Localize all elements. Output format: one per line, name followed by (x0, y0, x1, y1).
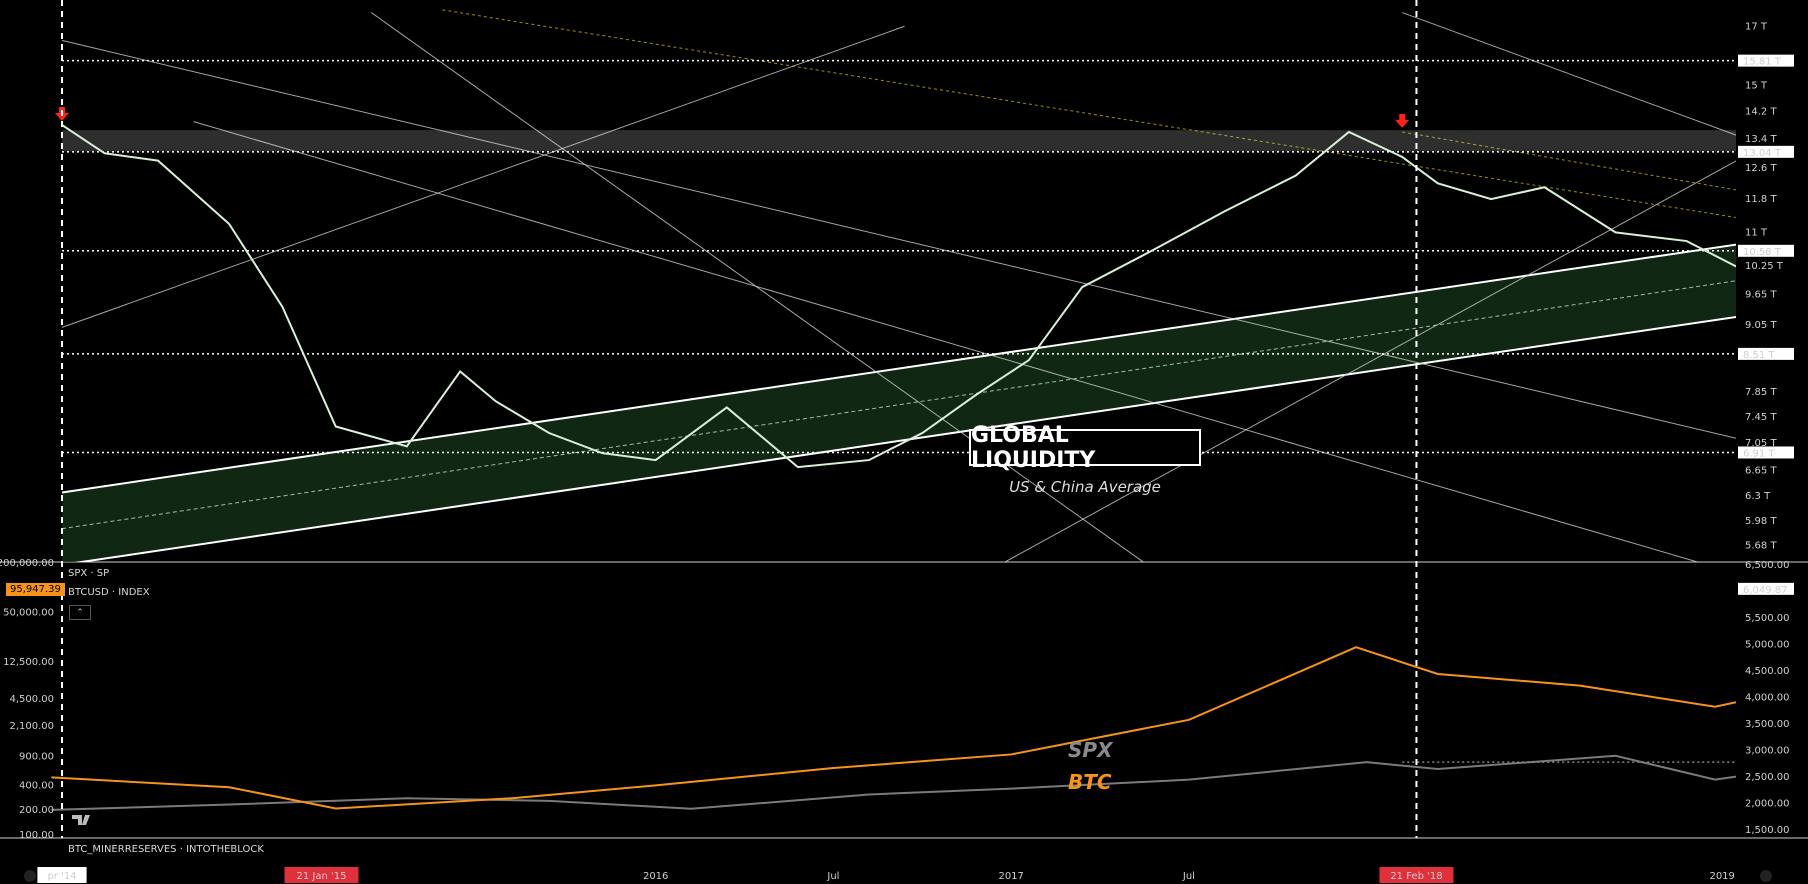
price-label-box (1738, 145, 1794, 158)
channel-fill (62, 244, 1736, 562)
fan-line (61, 25, 905, 328)
spx-axis-tick: 5,000.00 (1745, 640, 1790, 651)
legend-spx: SPX (1068, 738, 1113, 762)
pane2-symbol-spx[interactable]: SPX · SP (68, 568, 110, 579)
btc-price-tag: 95,947.39 (6, 583, 65, 596)
tradingview-logo (72, 815, 90, 825)
chevron-up-icon[interactable]: ⌃ (69, 605, 91, 620)
peak-marker-arrow (55, 113, 69, 122)
resistance-zone (62, 130, 1736, 152)
y-tick-label: 15 T (1745, 81, 1768, 92)
date-tag (37, 867, 87, 883)
price-label-box (1738, 54, 1794, 67)
spx-last-box (1738, 582, 1794, 595)
date-tag (1379, 867, 1454, 883)
btc-spx-pane (51, 646, 1736, 811)
spx-axis-tick: 5,500.00 (1745, 613, 1790, 624)
legend-btc: BTC (1068, 770, 1112, 794)
spx-axis-tick: 4,000.00 (1745, 693, 1790, 704)
btc-axis-tick: 100.00 (19, 830, 54, 841)
btc-axis-tick: 200.00 (19, 805, 54, 816)
y-tick-label: 6.3 T (1745, 491, 1771, 502)
y-tick-label: 17 T (1745, 21, 1768, 32)
btc-line (51, 646, 1736, 810)
pane2-symbol-btc[interactable]: BTCUSD · INDEX (68, 587, 150, 598)
spx-axis-tick: 1,500.00 (1745, 825, 1790, 836)
liquidity-pane (55, 9, 1736, 562)
x-axis-label: 2019 (1709, 871, 1734, 882)
y-tick-label: 13.4 T (1745, 134, 1777, 145)
channel-mid-line (61, 280, 1736, 530)
fan-line (1402, 12, 1736, 136)
spx-last-label: 6,049.87 (1743, 585, 1788, 596)
date-tag-label: pr '14 (47, 871, 76, 882)
settings-icon (24, 870, 36, 882)
fan-line (193, 121, 1700, 562)
price-label: 10.58 T (1743, 247, 1782, 258)
btc-axis-tick: 4,500.00 (9, 694, 54, 705)
spx-axis-tick: 3,000.00 (1745, 746, 1790, 757)
spx-axis-tick: 4,500.00 (1745, 666, 1790, 677)
yellow-trend-line (442, 9, 1736, 219)
y-tick-label: 7.45 T (1745, 412, 1777, 423)
btc-axis-tick: 50,000.00 (3, 608, 54, 619)
peak-marker-arrow (1399, 113, 1406, 121)
y-tick-label: 5.68 T (1745, 540, 1777, 551)
settings-icon (1760, 870, 1772, 882)
y-tick-label: 7.05 T (1745, 438, 1777, 449)
btc-axis-tick: 400.00 (19, 780, 54, 791)
spx-axis-tick: 3,500.00 (1745, 719, 1790, 730)
btc-axis-tick: 200,000.00 (0, 558, 54, 569)
fan-line (61, 39, 1736, 439)
price-label-box (1738, 244, 1794, 257)
date-tag (284, 867, 359, 883)
y-tick-label: 11.8 T (1745, 194, 1777, 205)
chart-subtitle: US & China Average (1009, 478, 1161, 496)
x-axis-label: 2017 (998, 871, 1023, 882)
spx-axis-tick: 2,000.00 (1745, 799, 1790, 810)
y-tick-label: 6.65 T (1745, 466, 1777, 477)
y-tick-label: 7.85 T (1745, 387, 1777, 398)
price-label-box (1738, 347, 1794, 360)
spx-axis-tick: 2,500.00 (1745, 772, 1790, 783)
x-axis-label: 2016 (643, 871, 668, 882)
spx-line (51, 754, 1736, 811)
price-label: 6.91 T (1743, 448, 1775, 459)
x-axis-label: Jul (826, 871, 839, 882)
y-tick-label: 10.25 T (1745, 261, 1784, 272)
y-tick-label: 14.2 T (1745, 106, 1777, 117)
y-tick-label: 9.05 T (1745, 320, 1777, 331)
y-tick-label: 5.98 T (1745, 516, 1777, 527)
peak-marker-arrow (1395, 119, 1410, 128)
y-tick-label: 9.65 T (1745, 289, 1777, 300)
channel-upper-line (61, 243, 1736, 494)
date-tag-label: 21 Jan '15 (297, 871, 347, 882)
fan-line (370, 12, 1145, 562)
price-label: 8.51 T (1743, 350, 1775, 361)
fan-line (1003, 160, 1736, 562)
btc-axis-tick: 12,500.00 (3, 657, 54, 668)
pane3-symbol[interactable]: BTC_MINERRESERVES · INTOTHEBLOCK (68, 844, 264, 855)
channel-lower-line (74, 315, 1736, 562)
chart-title: GLOBAL LIQUIDITY (969, 423, 1201, 473)
y-tick-label: 12.6 T (1745, 163, 1777, 174)
liquidity-line (61, 124, 1736, 469)
price-label: 15.81 T (1743, 57, 1782, 68)
btc-axis-tick: 2,100.00 (9, 721, 54, 732)
price-label-box (1738, 446, 1794, 459)
date-tag-label: 21 Feb '18 (1390, 871, 1442, 882)
btc-axis-tick: 900.00 (19, 751, 54, 762)
spx-axis-tick: 6,500.00 (1745, 560, 1790, 571)
x-axis-label: Jul (1182, 871, 1195, 882)
price-label: 13.04 T (1743, 148, 1782, 159)
y-tick-label: 11 T (1745, 227, 1768, 238)
